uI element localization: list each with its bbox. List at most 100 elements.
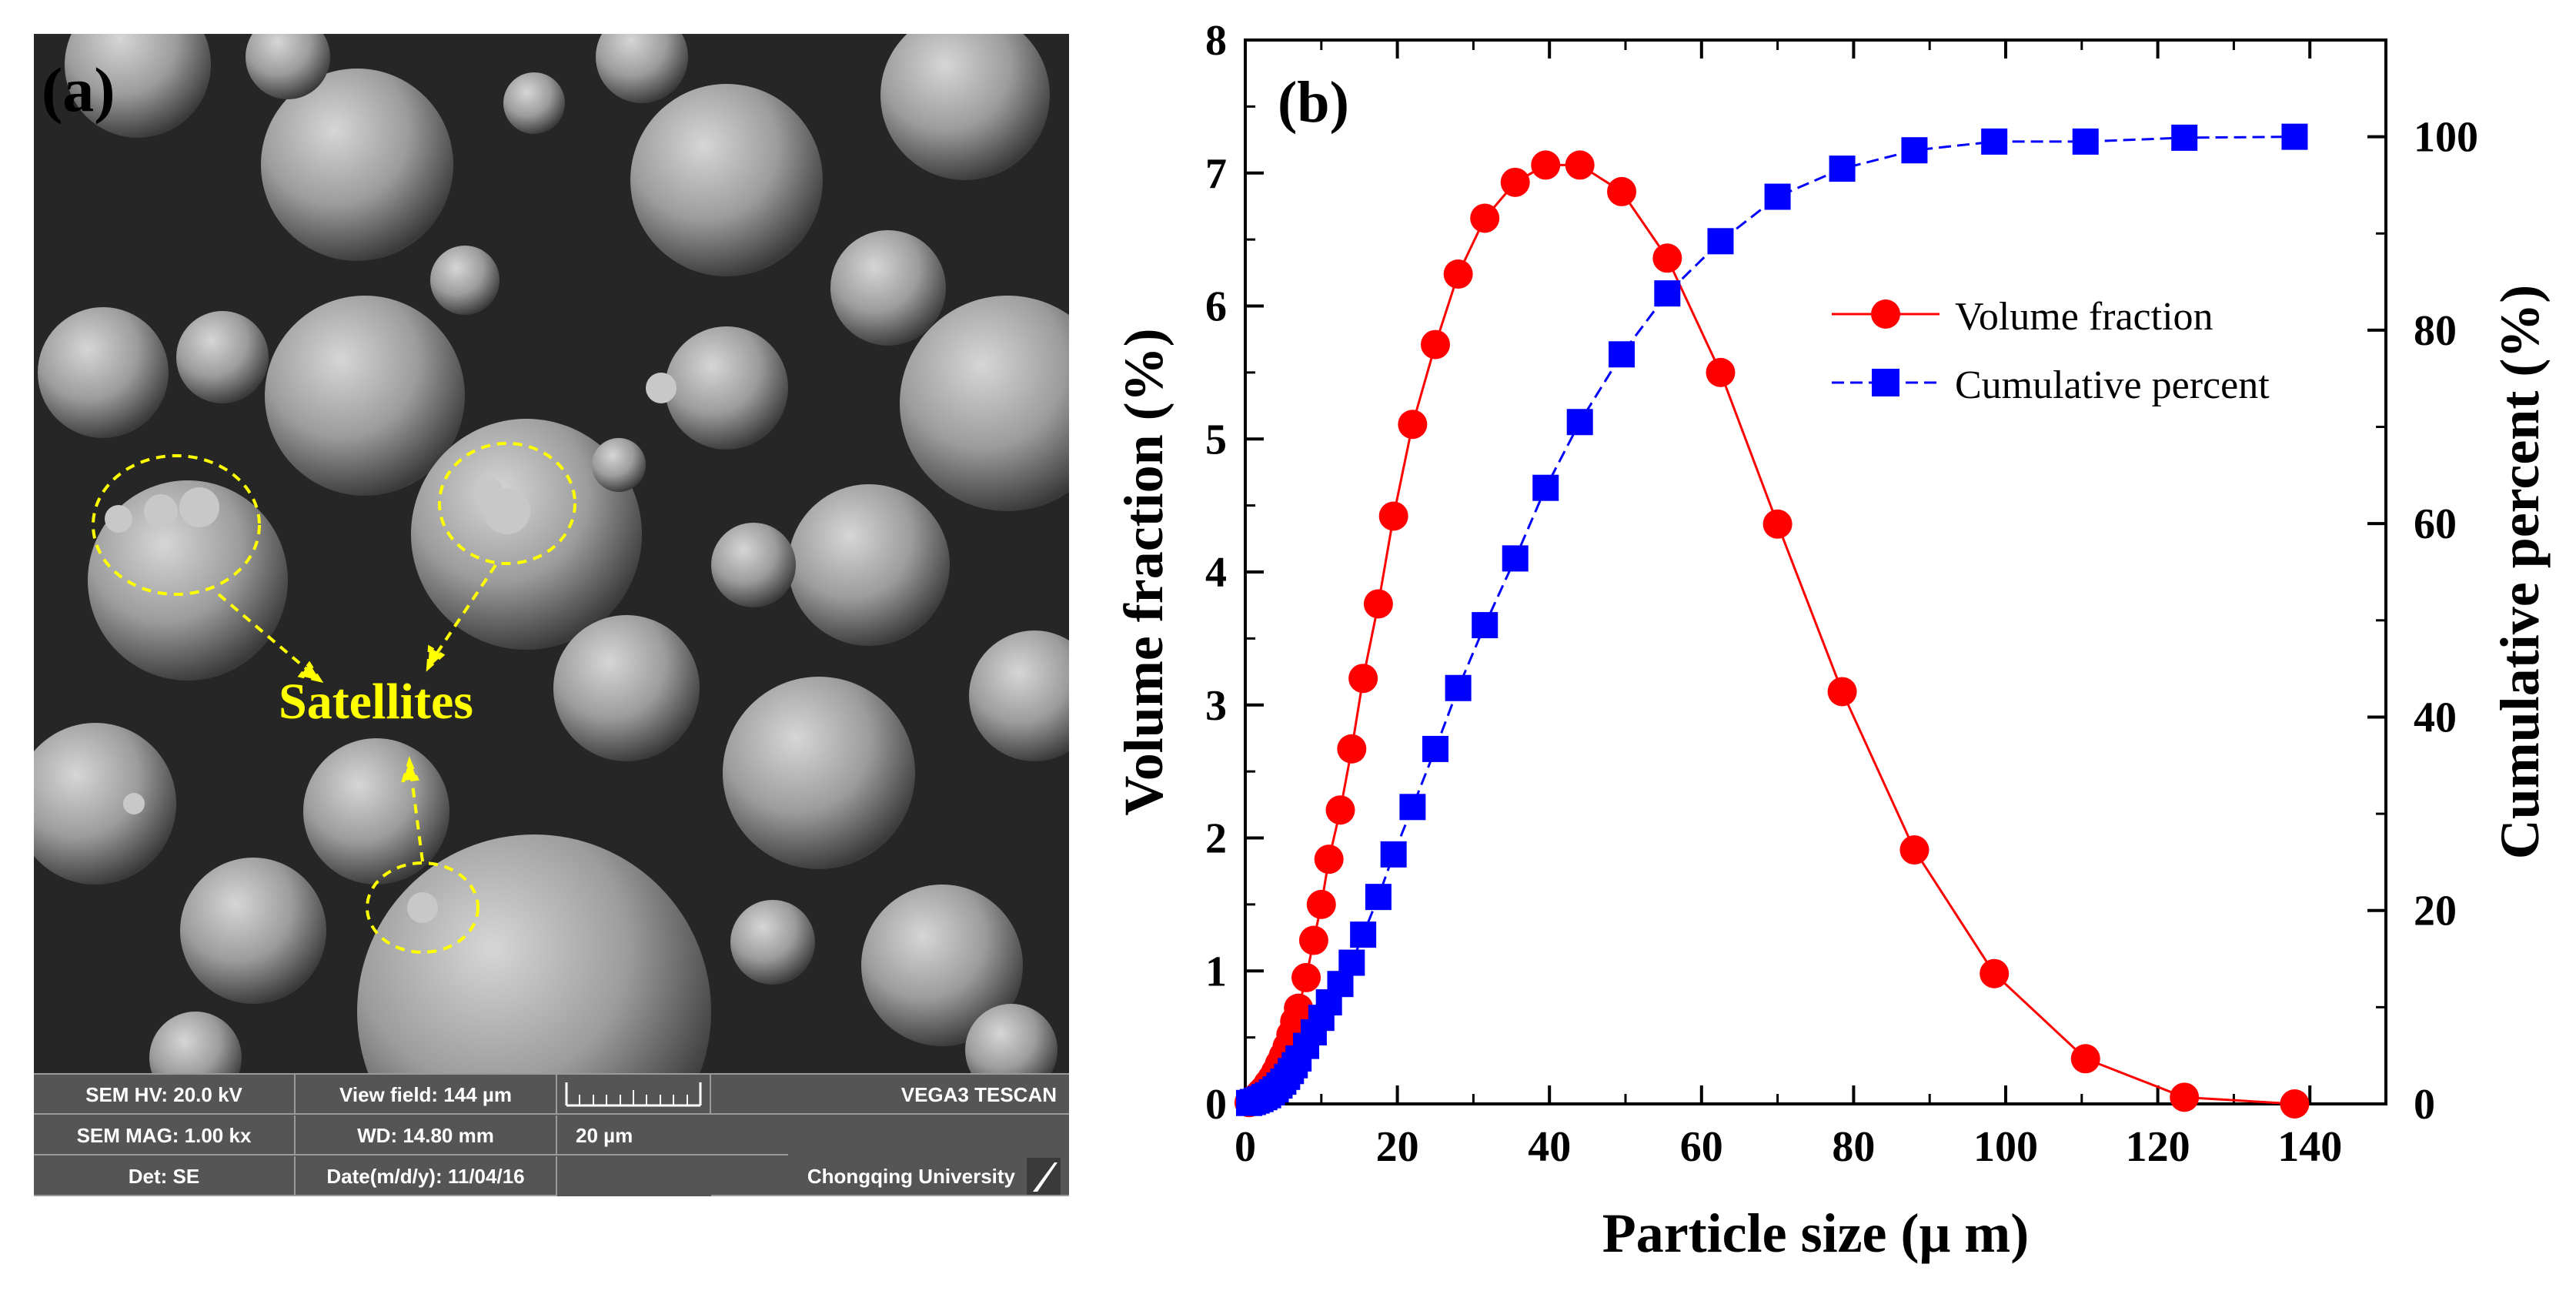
volume-fraction-point bbox=[1314, 844, 1344, 875]
instrument-text: VEGA3 TESCAN bbox=[711, 1075, 1069, 1115]
volume-fraction-point bbox=[1706, 357, 1736, 387]
cumulative-point bbox=[1399, 794, 1426, 821]
scale-bar-ruler bbox=[565, 1082, 702, 1107]
volume-fraction-point bbox=[1378, 501, 1408, 531]
legend-volume-marker bbox=[1871, 299, 1900, 329]
y-tick-label: 4 bbox=[1205, 549, 1227, 597]
volume-fraction-point bbox=[1421, 329, 1450, 360]
particle-size-chart-panel: 0 20 40 60 80 100 120 140 0 1 2 3 4 5 6 7 8 0 20 40 60 80 100 … bbox=[1093, 0, 2576, 1311]
volume-fraction-point bbox=[2170, 1082, 2200, 1112]
cumulative-percent-series bbox=[1235, 123, 2308, 1116]
volume-fraction-point bbox=[1827, 677, 1857, 707]
x-tick-label: 120 bbox=[2126, 1123, 2190, 1171]
volume-fraction-point bbox=[1398, 410, 1428, 440]
date-text: Date(m/d/y): 11/04/16 bbox=[296, 1156, 557, 1196]
x-axis-title: Particle size (μ m) bbox=[1602, 1202, 2030, 1264]
plot-frame bbox=[1244, 38, 2387, 1105]
axis-ticks bbox=[1244, 38, 2386, 1105]
volume-fraction-point bbox=[1607, 176, 1637, 206]
legend-cumulative-marker bbox=[1872, 369, 1899, 396]
cumulative-point bbox=[1380, 841, 1407, 868]
volume-fraction-point bbox=[1348, 664, 1378, 694]
legend-volume-label: Volume fraction bbox=[1955, 295, 2213, 339]
cumulative-point bbox=[1566, 409, 1593, 436]
y2-tick-label: 20 bbox=[2414, 888, 2457, 935]
x-tick-label: 20 bbox=[1376, 1123, 1419, 1171]
volume-fraction-point bbox=[1531, 150, 1561, 180]
sem-micrograph-image bbox=[34, 34, 1069, 1073]
cumulative-point bbox=[1445, 674, 1472, 701]
sem-hv-text: SEM HV: 20.0 kV bbox=[34, 1075, 296, 1115]
satellites-annotation: Satellites bbox=[279, 674, 473, 730]
x-tick-label: 80 bbox=[1832, 1123, 1875, 1171]
tescan-logo-icon bbox=[1027, 1158, 1061, 1195]
cumulative-point bbox=[2072, 128, 2099, 155]
volume-fraction-point bbox=[1325, 795, 1355, 825]
volume-fraction-point bbox=[1565, 150, 1595, 180]
volume-fraction-point bbox=[1980, 958, 2010, 988]
cumulative-point bbox=[1338, 949, 1365, 976]
cumulative-point bbox=[2281, 123, 2308, 150]
sem-info-bar: SEM HV: 20.0 kV View field: 144 µm VEGA3… bbox=[34, 1073, 1069, 1196]
sem-mag-text: SEM MAG: 1.00 kx bbox=[34, 1115, 296, 1155]
panel-b-label: (b) bbox=[1278, 70, 1349, 135]
cumulative-point bbox=[1422, 735, 1448, 762]
legend-cumulative-label: Cumulative percent bbox=[1955, 363, 2270, 407]
y-tick-label: 5 bbox=[1205, 416, 1227, 463]
x-tick-label: 140 bbox=[2277, 1123, 2342, 1171]
cumulative-point bbox=[1901, 137, 1928, 164]
volume-fraction-point bbox=[1500, 167, 1530, 197]
y2-tick-label: 80 bbox=[2414, 307, 2457, 355]
scale-bar bbox=[557, 1075, 711, 1115]
y-tick-label: 8 bbox=[1205, 17, 1227, 65]
x-tick-label: 40 bbox=[1528, 1123, 1571, 1171]
y2-tick-label: 60 bbox=[2414, 500, 2457, 548]
cumulative-point bbox=[1829, 156, 1856, 182]
y-tick-label: 3 bbox=[1205, 682, 1227, 730]
volume-fraction-point bbox=[1470, 203, 1500, 233]
volume-fraction-series bbox=[1234, 150, 2310, 1119]
volume-fraction-point bbox=[1337, 734, 1367, 764]
volume-fraction-point bbox=[1443, 259, 1473, 289]
institution-text: Chongqing University bbox=[711, 1156, 1069, 1196]
x-tick-label: 100 bbox=[1973, 1123, 2038, 1171]
volume-fraction-point bbox=[2070, 1044, 2100, 1074]
cumulative-point bbox=[1472, 612, 1498, 639]
volume-fraction-point bbox=[1899, 835, 1929, 865]
volume-fraction-point bbox=[1652, 243, 1682, 273]
cumulative-point bbox=[1350, 921, 1377, 948]
working-distance-text: WD: 14.80 mm bbox=[296, 1115, 557, 1155]
cumulative-point bbox=[1707, 228, 1734, 255]
panel-a-label: (a) bbox=[42, 55, 115, 125]
cumulative-point bbox=[1365, 884, 1392, 911]
volume-fraction-point bbox=[1306, 889, 1336, 919]
y2-tick-label: 40 bbox=[2414, 694, 2457, 741]
y-tick-label: 2 bbox=[1205, 815, 1227, 863]
chart-legend: Volume fraction Cumulative percent bbox=[1832, 295, 2270, 407]
x-tick-label: 60 bbox=[1680, 1123, 1723, 1171]
volume-fraction-point bbox=[1284, 993, 1314, 1023]
x-tick-label: 0 bbox=[1235, 1123, 1256, 1171]
view-field-text: View field: 144 µm bbox=[296, 1075, 557, 1115]
y2-tick-label: 100 bbox=[2414, 114, 2478, 162]
y-tick-label: 6 bbox=[1205, 283, 1227, 331]
y2-tick-label: 0 bbox=[2414, 1081, 2435, 1129]
sem-micrograph-panel: SEM HV: 20.0 kV View field: 144 µm VEGA3… bbox=[34, 34, 1069, 1196]
volume-fraction-point bbox=[1291, 962, 1321, 992]
cumulative-point bbox=[2171, 124, 2198, 151]
cumulative-point bbox=[1764, 183, 1791, 210]
scale-label-text: 20 µm bbox=[557, 1115, 788, 1155]
cumulative-point bbox=[1609, 341, 1635, 368]
y-tick-label: 1 bbox=[1205, 948, 1227, 995]
cumulative-point bbox=[1502, 545, 1529, 572]
detector-text: Det: SE bbox=[34, 1156, 296, 1196]
cumulative-point bbox=[1532, 474, 1559, 501]
particle-size-chart: 0 20 40 60 80 100 120 140012345678020406080100 … bbox=[1113, 17, 2551, 1264]
cumulative-point bbox=[1981, 128, 2008, 155]
y-tick-label: 0 bbox=[1205, 1081, 1227, 1129]
cumulative-point bbox=[1654, 280, 1681, 307]
y-tick-label: 7 bbox=[1205, 150, 1227, 198]
volume-fraction-point bbox=[1363, 589, 1393, 619]
volume-fraction-point bbox=[1762, 509, 1793, 539]
